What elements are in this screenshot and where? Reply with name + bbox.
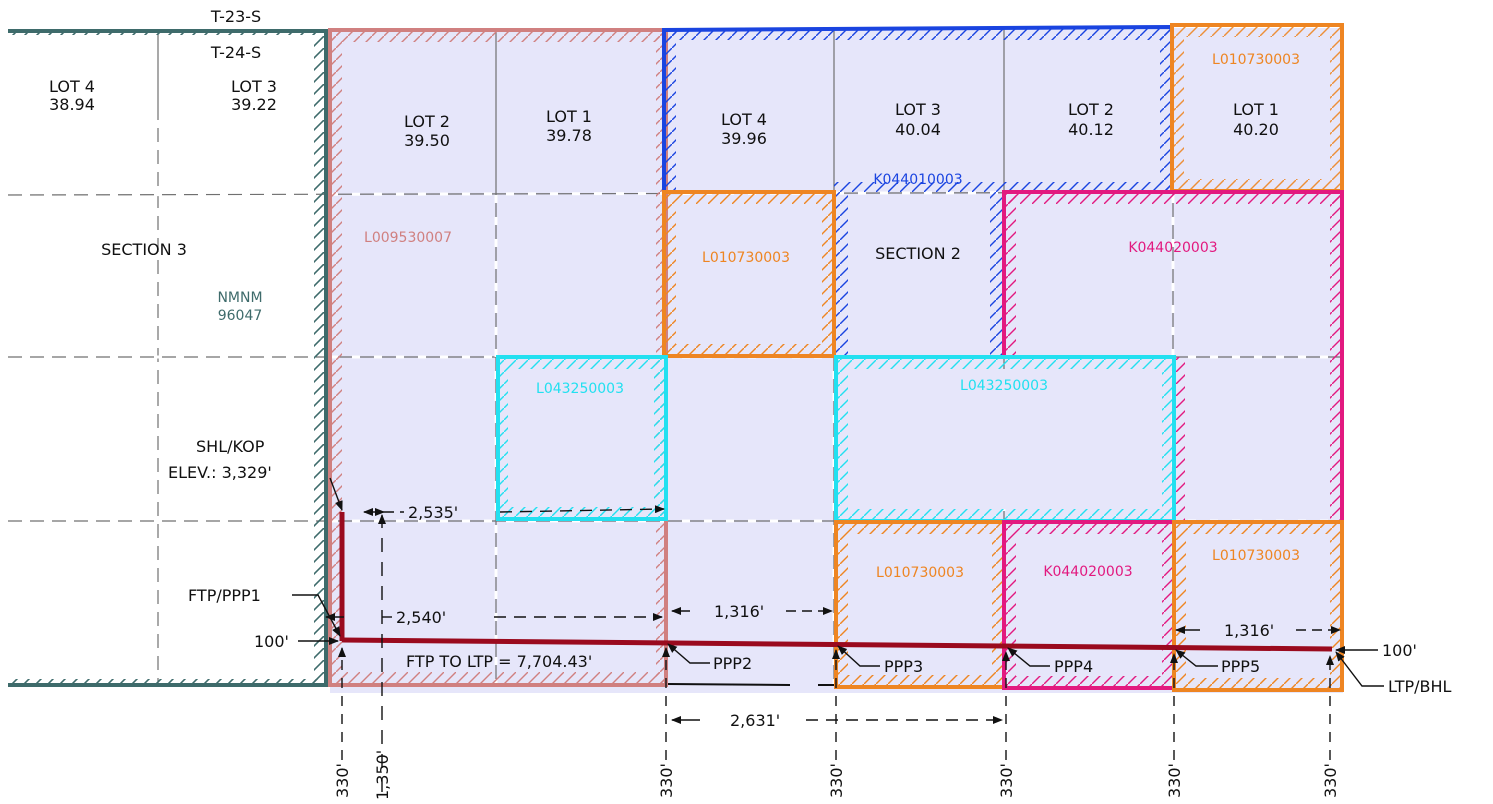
lot-acres: 39.96: [721, 129, 767, 148]
township-north: T-23-S: [210, 7, 261, 26]
ppp5-label: PPP5: [1221, 657, 1260, 676]
lot-acres: 39.78: [546, 126, 592, 145]
ppp3-label: PPP3: [884, 657, 923, 676]
dim-1316-b: 1,316': [1224, 621, 1274, 640]
lot-name: LOT 3: [895, 100, 941, 119]
lease-label-l010730003-se: L010730003: [1212, 548, 1300, 564]
lease-nmnm-boundary: [8, 29, 328, 687]
lot-acres: 40.20: [1233, 120, 1279, 139]
dim-bottom: 1,350': [373, 750, 392, 800]
dim-2631: 2,631': [730, 711, 780, 730]
lease-label-l010730003-mid: L010730003: [702, 250, 790, 266]
ppp4-label: PPP4: [1054, 657, 1093, 676]
lot-name: LOT 2: [404, 112, 450, 131]
dim-100-west: 100': [254, 632, 289, 651]
lot-name: LOT 3: [231, 77, 277, 96]
lease-l043250003-e-boundary: [834, 355, 1176, 523]
lease-label-k044020003-s: K044020003: [1043, 564, 1132, 580]
lease-label-l010730003-sw: L010730003: [876, 565, 964, 581]
lot-acres: 40.04: [895, 120, 941, 139]
lease-label-k044020003-ne: K044020003: [1128, 240, 1217, 256]
wellbore: [339, 512, 1333, 652]
lot-name: LOT 2: [1068, 100, 1114, 119]
lot-name: LOT 4: [49, 77, 95, 96]
lot-acres: 39.50: [404, 131, 450, 150]
lease-k044020003-s-boundary: [1002, 520, 1176, 690]
lease-l010730003-se-boundary: [1172, 520, 1344, 692]
ltp-bhl-label: LTP/BHL: [1388, 677, 1452, 696]
lot-acres: 40.12: [1068, 120, 1114, 139]
dim-bottom: 330': [333, 763, 352, 798]
ftp-to-ltp-label: FTP TO LTP = 7,704.43': [406, 652, 592, 671]
lease-label-l043250003-e: L043250003: [960, 378, 1048, 394]
lot-name: LOT 4: [721, 110, 767, 129]
dimension-lines: [292, 477, 1384, 792]
section-line-segment: [667, 683, 791, 686]
lot-name: LOT 1: [546, 107, 592, 126]
lease-l010730003-mid-boundary: [662, 190, 836, 358]
shl-elevation-label: ELEV.: 3,329': [168, 463, 272, 482]
ftp-label: FTP/PPP1: [188, 586, 261, 605]
dim-1316-a: 1,316': [714, 602, 764, 621]
lease-label-k044010003: K044010003: [873, 172, 962, 188]
dim-bottom: 330': [827, 763, 846, 798]
lease-label-l043250003-w: L043250003: [536, 381, 624, 397]
dim-bottom: 330': [1165, 763, 1184, 798]
lease-label-nmnm: NMNM: [217, 290, 262, 306]
dim-bottom: 330': [657, 763, 676, 798]
township-south: T-24-S: [210, 43, 261, 62]
ppp2-label: PPP2: [713, 654, 752, 673]
lease-l010730003-sw-boundary: [834, 520, 1006, 689]
lease-label-l009530007: L009530007: [364, 230, 452, 246]
lot-acres: 38.94: [49, 95, 95, 114]
lot-name: LOT 1: [1233, 100, 1279, 119]
dim-2535: 2,535': [408, 503, 458, 522]
lease-label-l010730003-ne: L010730003: [1212, 52, 1300, 68]
lease-l010730003-ne-boundary: [1170, 23, 1344, 193]
lease-k044020003-ne-boundary: [1002, 190, 1344, 522]
dim-bottom: 330': [997, 763, 1016, 798]
section-3-label: SECTION 3: [101, 240, 187, 259]
lease-label-nmnm-number: 96047: [218, 308, 263, 324]
dim-bottom: 330': [1321, 763, 1340, 798]
section-2-label: SECTION 2: [875, 244, 961, 263]
shl-kop-label: SHL/KOP: [196, 437, 265, 456]
lot-acres: 39.22: [231, 95, 277, 114]
lease-l043250003-w-boundary: [496, 355, 668, 521]
dim-100-east: 100': [1382, 641, 1417, 660]
dim-2540: 2,540': [396, 608, 446, 627]
